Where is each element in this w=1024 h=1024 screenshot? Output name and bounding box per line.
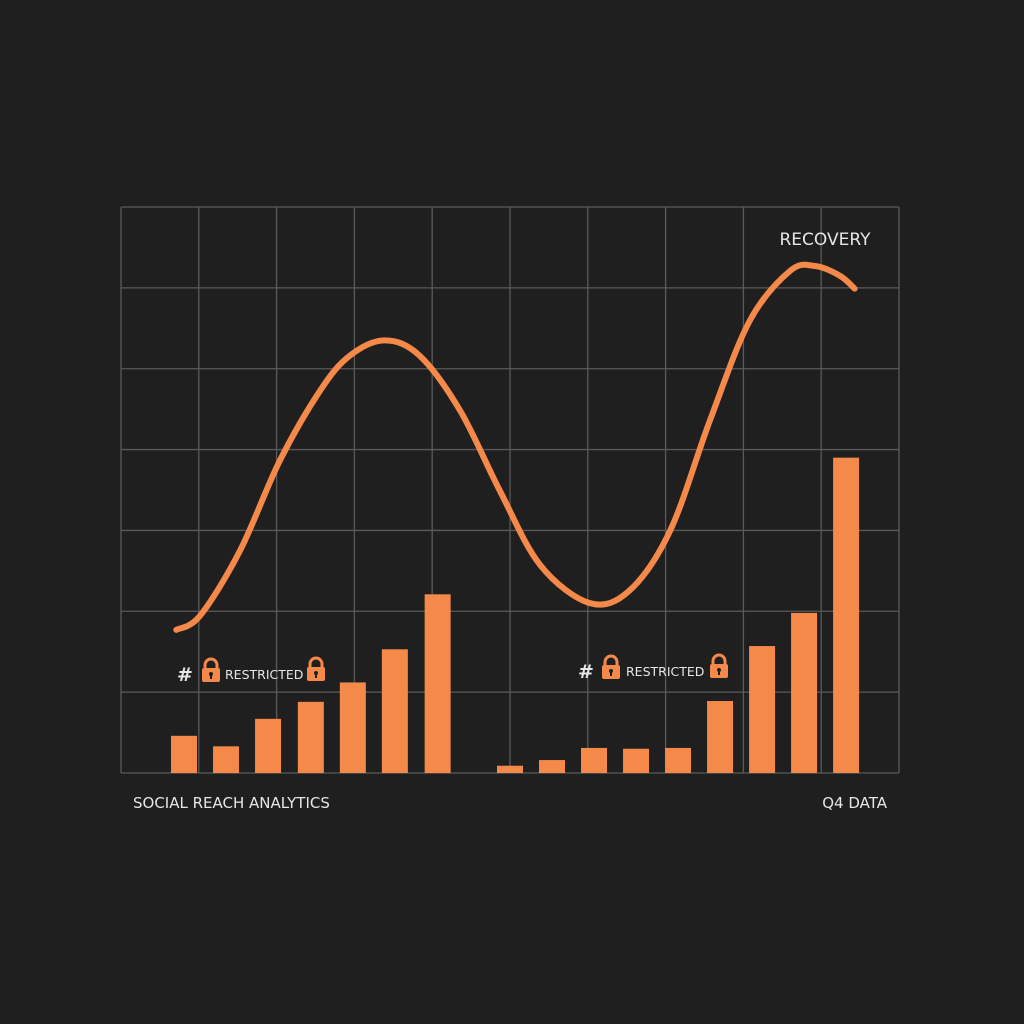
restricted-label: RESTRICTED <box>225 667 303 682</box>
bar <box>791 612 818 773</box>
bar <box>424 594 451 773</box>
bar <box>381 649 408 773</box>
bars <box>171 457 860 773</box>
hash-symbol: # <box>578 661 594 683</box>
restricted-annotation-1: # RESTRICTED <box>177 656 325 686</box>
bar <box>581 747 608 773</box>
footer-left-label: SOCIAL REACH ANALYTICS <box>133 794 330 812</box>
lock-icon <box>202 657 220 682</box>
bar <box>665 747 692 773</box>
bar <box>339 682 366 773</box>
bar <box>297 701 324 773</box>
grid <box>120 206 900 774</box>
lock-icon <box>602 654 620 679</box>
bar <box>707 701 734 773</box>
bar <box>171 735 198 773</box>
series-line <box>173 261 858 633</box>
bar <box>749 646 776 773</box>
bar <box>539 760 566 773</box>
footer-right-label: Q4 DATA <box>822 794 887 812</box>
bar <box>255 718 282 773</box>
hash-symbol: # <box>177 664 193 686</box>
lock-icon <box>710 653 728 678</box>
bar <box>497 765 523 773</box>
bar <box>623 748 650 773</box>
bar <box>833 457 860 773</box>
lock-icon <box>307 656 325 681</box>
recovery-annotation: RECOVERY <box>780 230 872 250</box>
restricted-annotation-2: # RESTRICTED <box>578 653 728 683</box>
bar <box>213 746 240 773</box>
restricted-label: RESTRICTED <box>626 664 704 679</box>
